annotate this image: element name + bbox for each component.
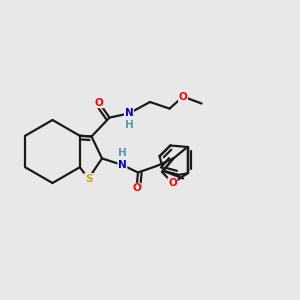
Text: N: N: [118, 160, 127, 170]
Text: H: H: [125, 120, 134, 130]
Text: O: O: [132, 183, 141, 194]
Text: H: H: [118, 148, 127, 158]
Text: N: N: [124, 108, 134, 118]
Text: O: O: [94, 98, 103, 108]
Text: O: O: [178, 92, 188, 102]
Text: O: O: [168, 178, 177, 188]
Text: S: S: [85, 173, 92, 184]
